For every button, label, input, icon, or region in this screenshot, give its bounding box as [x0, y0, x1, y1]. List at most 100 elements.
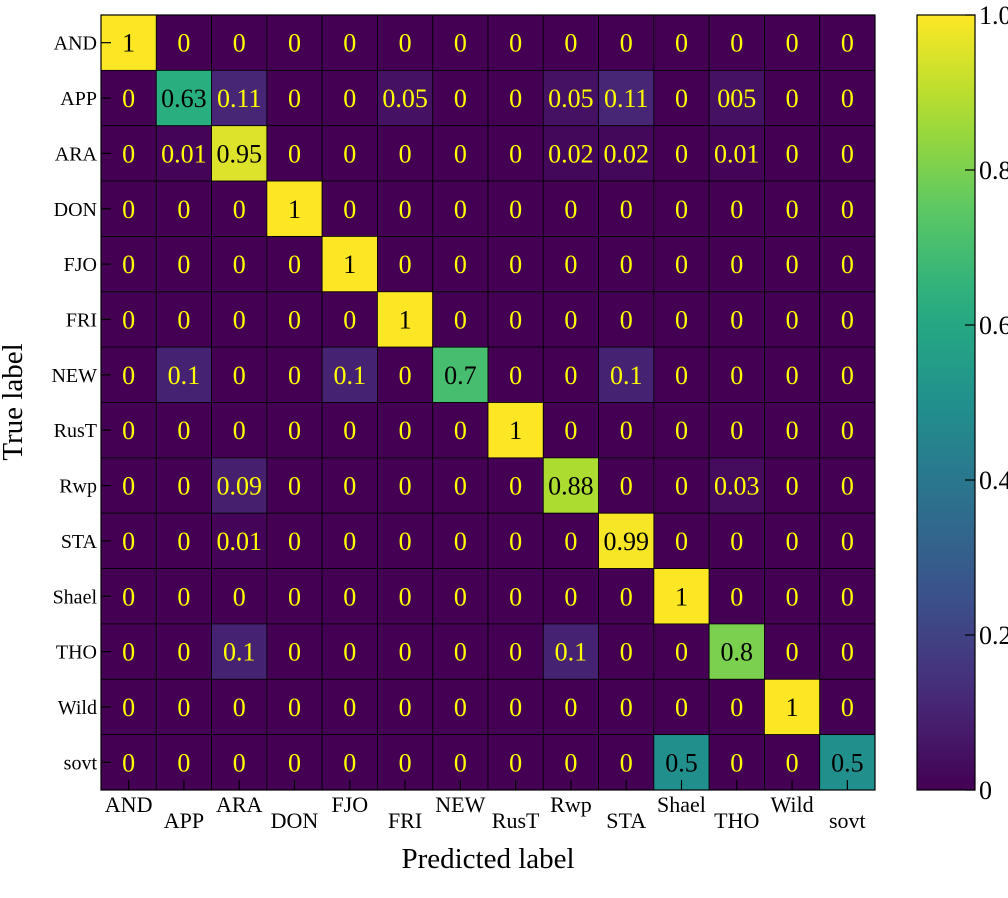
cell-value-label: 0 [564, 693, 577, 722]
cell-value-label: 0 [841, 638, 854, 667]
cell-value-label: 0 [343, 582, 356, 611]
y-tick-label: AND [54, 33, 97, 55]
heatmap-cell [708, 402, 765, 459]
heatmap-cell [542, 180, 599, 237]
cell-value-label: 0.11 [604, 84, 649, 113]
cell-value-label: 0 [454, 693, 467, 722]
cell-value-label: 0 [399, 748, 412, 777]
x-axis-label: Predicted label [401, 843, 574, 875]
cell-value-label: 0 [509, 139, 522, 168]
colorbar-tick-label: 0.8 [979, 156, 1008, 185]
x-tick-label: DON [271, 808, 319, 833]
x-tick-label: AND [105, 792, 153, 817]
cell-value-label: 0 [841, 250, 854, 279]
x-tick-label: FRI [388, 808, 422, 833]
heatmap-cell [321, 236, 378, 293]
heatmap-cell [211, 180, 268, 237]
cell-value-label: 0 [620, 195, 633, 224]
cell-value-label: 0 [454, 250, 467, 279]
heatmap-cell [653, 180, 710, 237]
cell-value-label: 0 [509, 638, 522, 667]
cell-value-label: 0 [399, 527, 412, 556]
cell-value-label: 0.1 [168, 361, 201, 390]
heatmap-cell [432, 678, 489, 736]
heatmap-cell [321, 512, 378, 569]
cell-value-label: 0 [509, 527, 522, 556]
colorbar-tick-label: 0.4 [979, 466, 1008, 495]
cell-value-label: 0 [288, 29, 301, 58]
cell-value-label: 0 [675, 472, 688, 501]
heatmap-cell [764, 236, 821, 293]
colorbar-tick-label: 0 [979, 776, 992, 805]
x-tick-label: Wild [771, 792, 814, 817]
cell-value-label: 0 [122, 527, 135, 556]
heatmap-cell [819, 291, 876, 348]
heatmap-cell [819, 346, 876, 403]
heatmap-cell [764, 346, 821, 403]
cell-value-label: 0 [233, 582, 246, 611]
cell-value-label: 0 [399, 139, 412, 168]
y-tick-label: Rwp [59, 476, 97, 498]
cell-value-label: 0 [675, 305, 688, 334]
cell-value-label: 0.01 [714, 139, 760, 168]
cell-value-label: 0 [675, 250, 688, 279]
heatmap-cell [432, 180, 489, 237]
cell-value-label: 0 [786, 250, 799, 279]
cell-value-label: 0 [620, 748, 633, 777]
cell-value-label: 0 [233, 416, 246, 445]
plot-frame [100, 14, 876, 791]
colorbar [916, 14, 976, 791]
heatmap-cell [432, 291, 489, 348]
heatmap-cell [321, 402, 378, 459]
cell-value-label: 0 [122, 638, 135, 667]
heatmap-cell [377, 291, 434, 348]
cell-value-label: 0 [122, 195, 135, 224]
cell-value-label: 0 [343, 29, 356, 58]
cell-value-label: 0.02 [603, 139, 649, 168]
colorbar-tick-label: 1.0 [979, 1, 1008, 30]
cell-value-label: 0 [177, 527, 190, 556]
heatmap-cell [487, 236, 544, 293]
heatmap-cell [708, 568, 765, 625]
cell-value-label: 0 [454, 527, 467, 556]
heatmap-cell [377, 623, 434, 680]
cell-value-label: 0 [564, 29, 577, 58]
heatmap-cell [653, 291, 710, 348]
heatmap-cell [598, 457, 655, 514]
y-tick-label: Shael [53, 586, 98, 608]
cell-value-label: 0.95 [216, 139, 262, 168]
heatmap-cell [155, 623, 212, 680]
heatmap-cell [155, 402, 212, 459]
cell-value-label: 0.63 [161, 84, 207, 113]
cell-value-label: 0 [454, 139, 467, 168]
heatmap-cell [653, 69, 710, 127]
heatmap-cell [266, 346, 323, 403]
cell-value-label: 0 [122, 305, 135, 334]
cell-value-label: 0.88 [548, 472, 594, 501]
cell-value-label: 0 [730, 250, 743, 279]
heatmap-cell [542, 69, 599, 127]
cell-value-label: 0.8 [721, 638, 754, 667]
heatmap-cell [321, 69, 378, 127]
cell-value-label: 0 [786, 361, 799, 390]
cell-value-label: 0.5 [831, 748, 864, 777]
cell-value-label: 0 [509, 84, 522, 113]
x-tick-label: RusT [492, 808, 540, 833]
y-axis-label: True label [0, 343, 29, 460]
cell-value-label: 1 [786, 693, 799, 722]
cell-value-label: 0 [564, 582, 577, 611]
y-tick-label: APP [60, 88, 97, 110]
cell-value-label: 0 [509, 305, 522, 334]
cell-value-label: 0 [122, 84, 135, 113]
cell-value-label: 0 [288, 582, 301, 611]
colorbar-tick-label: 0.2 [979, 621, 1008, 650]
heatmap-cell [155, 512, 212, 569]
cell-value-label: 0 [786, 139, 799, 168]
cell-value-label: 0 [509, 582, 522, 611]
heatmap-cell [764, 678, 821, 736]
cell-value-label: 0 [343, 527, 356, 556]
heatmap-cell [321, 568, 378, 625]
cell-value-label: 0 [730, 748, 743, 777]
cell-value-label: 0 [564, 361, 577, 390]
cell-value-label: 0 [675, 693, 688, 722]
